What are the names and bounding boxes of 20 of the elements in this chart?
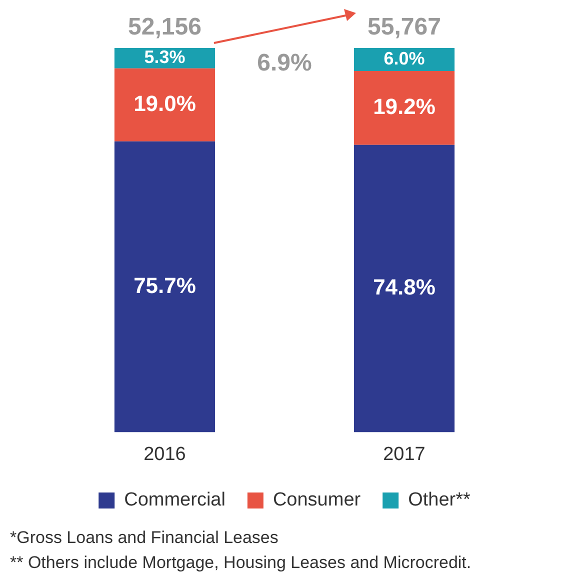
x-tick-label: 2016 [144, 444, 186, 465]
bar [114, 68, 216, 142]
bar [114, 141, 216, 432]
legend-label: Consumer [272, 490, 362, 511]
data-label: 75.7% [134, 272, 196, 298]
legend-label: Commercial [124, 490, 226, 511]
bar [354, 71, 455, 145]
data-label: 19.2% [373, 94, 436, 119]
legend-label: Other** [408, 490, 472, 511]
annotation: 55,767 [368, 14, 441, 41]
annotation: 6.9% [257, 50, 312, 77]
data-label: 19.0% [134, 90, 196, 116]
annotation: 52,156 [128, 14, 202, 41]
text: ** Others include Mortgage, Housing Leases and Microcredit. [10, 553, 472, 573]
bar [354, 144, 455, 432]
text: *Gross Loans and Financial Leases [10, 528, 278, 548]
data-label: 6.0% [384, 48, 425, 68]
data-label: 74.8% [373, 274, 436, 300]
data-label: 5.3% [144, 47, 186, 68]
x-tick-label: 2017 [383, 444, 426, 465]
